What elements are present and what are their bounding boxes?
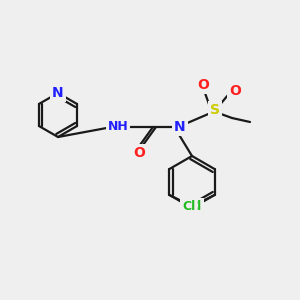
Text: NH: NH — [108, 121, 128, 134]
Text: O: O — [197, 78, 209, 92]
Text: Cl: Cl — [182, 200, 195, 212]
Text: Cl: Cl — [189, 200, 202, 212]
Text: O: O — [229, 84, 241, 98]
Text: N: N — [52, 86, 64, 100]
Text: S: S — [210, 103, 220, 117]
Text: N: N — [174, 120, 186, 134]
Text: O: O — [133, 146, 145, 160]
